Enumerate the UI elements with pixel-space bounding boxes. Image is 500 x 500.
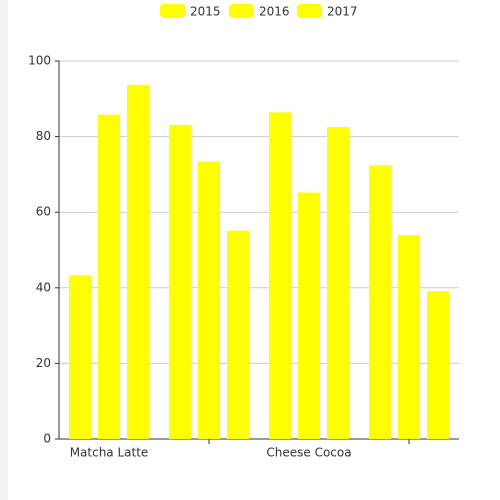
y-tick-label: 80 (36, 129, 51, 143)
y-tick-label: 100 (28, 54, 51, 68)
side-strip (0, 0, 8, 500)
legend-label[interactable]: 2015 (190, 5, 221, 19)
y-tick-label: 60 (36, 205, 51, 219)
bar (98, 114, 120, 440)
bar (327, 127, 349, 440)
y-tick-label: 40 (36, 280, 51, 294)
legend-label[interactable]: 2016 (259, 5, 290, 19)
y-tick-label: 0 (43, 432, 51, 446)
bar (427, 291, 449, 439)
bar (369, 165, 391, 439)
x-tick-label: Cheese Cocoa (266, 446, 351, 460)
legend-swatch[interactable] (297, 4, 322, 18)
bar (198, 161, 220, 439)
bar (69, 275, 91, 439)
bar (269, 112, 291, 440)
y-tick-label: 20 (36, 356, 51, 370)
bar (169, 124, 191, 439)
x-tick-label: Matcha Latte (70, 446, 149, 460)
legend-label[interactable]: 2017 (327, 5, 358, 19)
bar (298, 192, 320, 439)
legend-swatch[interactable] (229, 4, 254, 18)
bar (398, 235, 420, 439)
bar (227, 230, 249, 439)
legend-swatch[interactable] (160, 4, 185, 18)
bar (127, 84, 149, 440)
